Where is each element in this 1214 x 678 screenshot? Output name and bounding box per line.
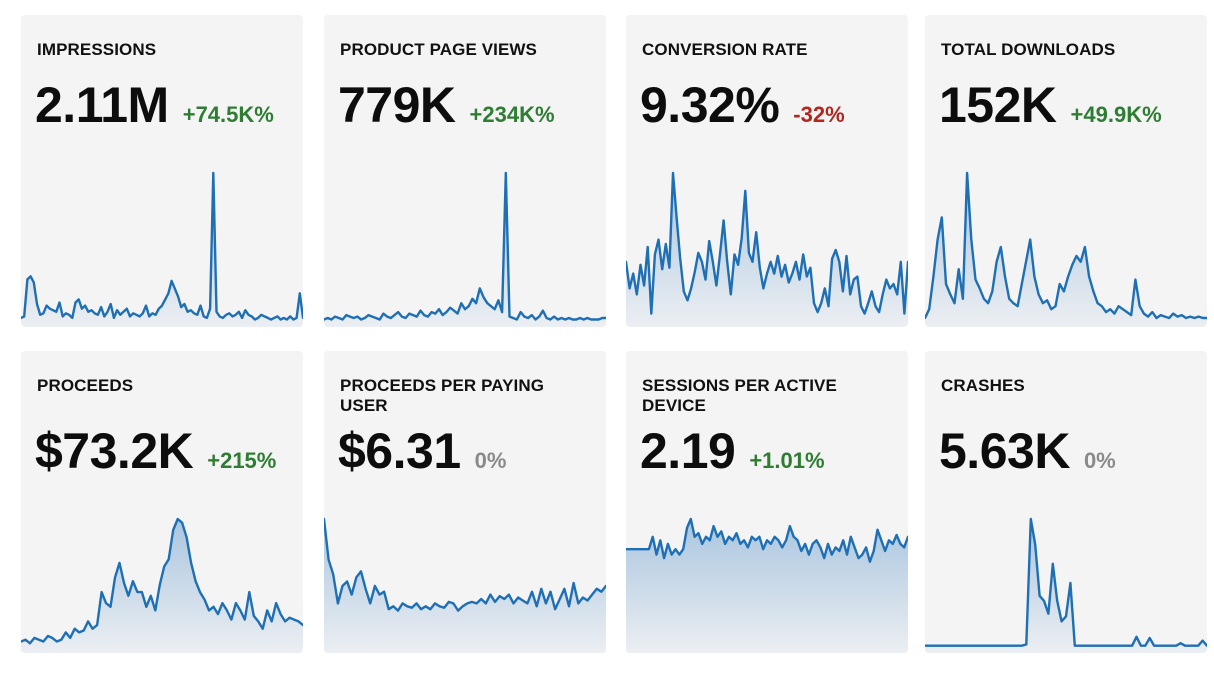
- metric-delta: +49.9K%: [1070, 102, 1162, 127]
- metric-delta: 0%: [1083, 448, 1116, 473]
- metric-value: 2.19: [640, 423, 736, 479]
- metric-card-crashes[interactable]: CRASHES 5.63K 0%: [925, 351, 1207, 653]
- metric-delta: 0%: [474, 448, 507, 473]
- metric-delta: -32%: [793, 102, 845, 127]
- metric-value: $6.31: [338, 423, 461, 479]
- metric-value-row: 9.32% -32%: [640, 77, 845, 133]
- sparkline-area: [324, 519, 606, 653]
- sparkline-area: [324, 173, 606, 327]
- sparkline-chart: [21, 171, 303, 327]
- metric-value-row: 779K +234K%: [338, 77, 555, 133]
- metric-value-row: $73.2K +215%: [35, 423, 276, 479]
- metric-value: 5.63K: [939, 423, 1070, 479]
- sparkline-area: [21, 173, 303, 327]
- sparkline-line: [925, 171, 1207, 320]
- metric-card-total-downloads[interactable]: TOTAL DOWNLOADS 152K +49.9K%: [925, 15, 1207, 327]
- metric-title: PROCEEDS: [37, 376, 134, 395]
- metric-card-conversion-rate[interactable]: CONVERSION RATE 9.32% -32%: [626, 15, 908, 327]
- sparkline-line: [925, 517, 1207, 647]
- sparkline-chart: [925, 171, 1207, 327]
- sparkline-line: [626, 517, 908, 563]
- sparkline-line: [626, 171, 908, 315]
- metric-value: 9.32%: [640, 77, 780, 133]
- sparkline-line: [324, 171, 606, 321]
- metric-title: CONVERSION RATE: [642, 40, 808, 59]
- metric-card-proceeds[interactable]: PROCEEDS $73.2K +215%: [21, 351, 303, 653]
- metric-value: 779K: [338, 77, 456, 133]
- metric-title: SESSIONS PER ACTIVE DEVICE: [642, 376, 837, 415]
- metric-value: 2.11M: [35, 77, 169, 133]
- metric-delta: +74.5K%: [182, 102, 274, 127]
- sparkline-line: [21, 517, 303, 645]
- metric-card-impressions[interactable]: IMPRESSIONS 2.11M +74.5K%: [21, 15, 303, 327]
- metric-value-row: 152K +49.9K%: [939, 77, 1162, 133]
- sparkline-chart: [626, 171, 908, 327]
- metric-card-sessions-per-active-device[interactable]: SESSIONS PER ACTIVE DEVICE 2.19 +1.01%: [626, 351, 908, 653]
- metric-value: $73.2K: [35, 423, 194, 479]
- sparkline-chart: [324, 171, 606, 327]
- sparkline-chart: [324, 517, 606, 653]
- sparkline-line: [324, 517, 606, 612]
- metric-value-row: 2.11M +74.5K%: [35, 77, 274, 133]
- sparkline-line: [21, 171, 303, 321]
- sparkline-area: [626, 173, 908, 327]
- metric-card-proceeds-per-paying-user[interactable]: PROCEEDS PER PAYING USER $6.31 0%: [324, 351, 606, 653]
- sparkline-chart: [626, 517, 908, 653]
- sparkline-chart: [21, 517, 303, 653]
- metric-value: 152K: [939, 77, 1057, 133]
- sparkline-area: [21, 519, 303, 653]
- metric-delta: +234K%: [469, 102, 555, 127]
- metric-title: PROCEEDS PER PAYING USER: [340, 376, 545, 415]
- metric-value-row: 2.19 +1.01%: [640, 423, 825, 479]
- sparkline-chart: [925, 517, 1207, 653]
- metric-delta: +1.01%: [749, 448, 825, 473]
- metric-title: IMPRESSIONS: [37, 40, 157, 59]
- metric-title: CRASHES: [941, 376, 1025, 395]
- metric-value-row: $6.31 0%: [338, 423, 506, 479]
- metric-delta: +215%: [207, 448, 277, 473]
- metric-value-row: 5.63K 0%: [939, 423, 1116, 479]
- sparkline-area: [925, 519, 1207, 653]
- sparkline-area: [626, 519, 908, 653]
- metric-title: PRODUCT PAGE VIEWS: [340, 40, 538, 59]
- metric-card-product-page-views[interactable]: PRODUCT PAGE VIEWS 779K +234K%: [324, 15, 606, 327]
- metric-title: TOTAL DOWNLOADS: [941, 40, 1116, 59]
